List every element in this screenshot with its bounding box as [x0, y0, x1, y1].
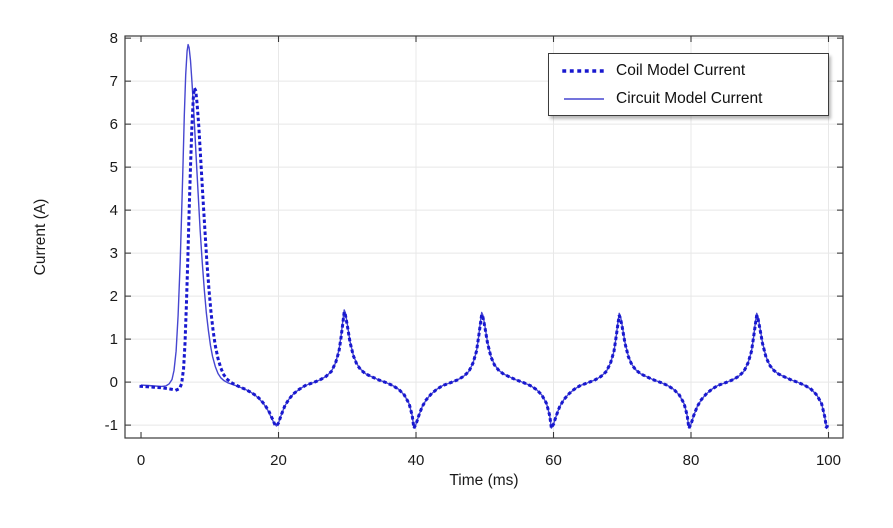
- y-tick-label: 6: [110, 116, 118, 133]
- y-axis-title: Current (A): [32, 198, 49, 276]
- x-tick-label: 20: [270, 452, 287, 469]
- axis-box: [124, 35, 844, 439]
- y-tick-label: 1: [110, 331, 118, 348]
- y-tick-label: 2: [110, 288, 118, 305]
- gridlines: [125, 36, 843, 438]
- legend: Coil Model Current Circuit Model Current: [548, 53, 829, 116]
- axis-ticks: [125, 36, 843, 438]
- x-axis-title: Time (ms): [449, 472, 519, 489]
- x-tick-label: 0: [137, 452, 145, 469]
- y-tick-label: 5: [110, 159, 118, 176]
- y-tick-label: 7: [110, 73, 118, 90]
- x-tick-label: 60: [545, 452, 562, 469]
- y-tick-label: 4: [110, 202, 118, 219]
- dotted-line-sample-icon: [562, 68, 606, 73]
- legend-label-circuit-model-current: Circuit Model Current: [616, 89, 763, 107]
- series-lines: [139, 43, 831, 433]
- y-tick-label: -1: [105, 417, 118, 434]
- series-line-coil-model-current: [139, 82, 831, 433]
- x-tick-label: 40: [408, 452, 425, 469]
- legend-item-coil-model-current: Coil Model Current: [549, 57, 828, 85]
- y-tick-label: 0: [110, 374, 118, 391]
- legend-item-circuit-model-current: Circuit Model Current: [549, 85, 828, 113]
- y-tick-labels: -1 0 1 2 3 4 5 6 7 8: [105, 30, 118, 434]
- x-tick-label: 100: [816, 452, 841, 469]
- solid-line-sample-icon: [564, 97, 604, 100]
- y-tick-label: 3: [110, 245, 118, 262]
- x-tick-label: 80: [683, 452, 700, 469]
- legend-label-coil-model-current: Coil Model Current: [616, 61, 746, 79]
- y-tick-label: 8: [110, 30, 118, 47]
- x-tick-labels: 0 20 40 60 80 100: [137, 452, 841, 469]
